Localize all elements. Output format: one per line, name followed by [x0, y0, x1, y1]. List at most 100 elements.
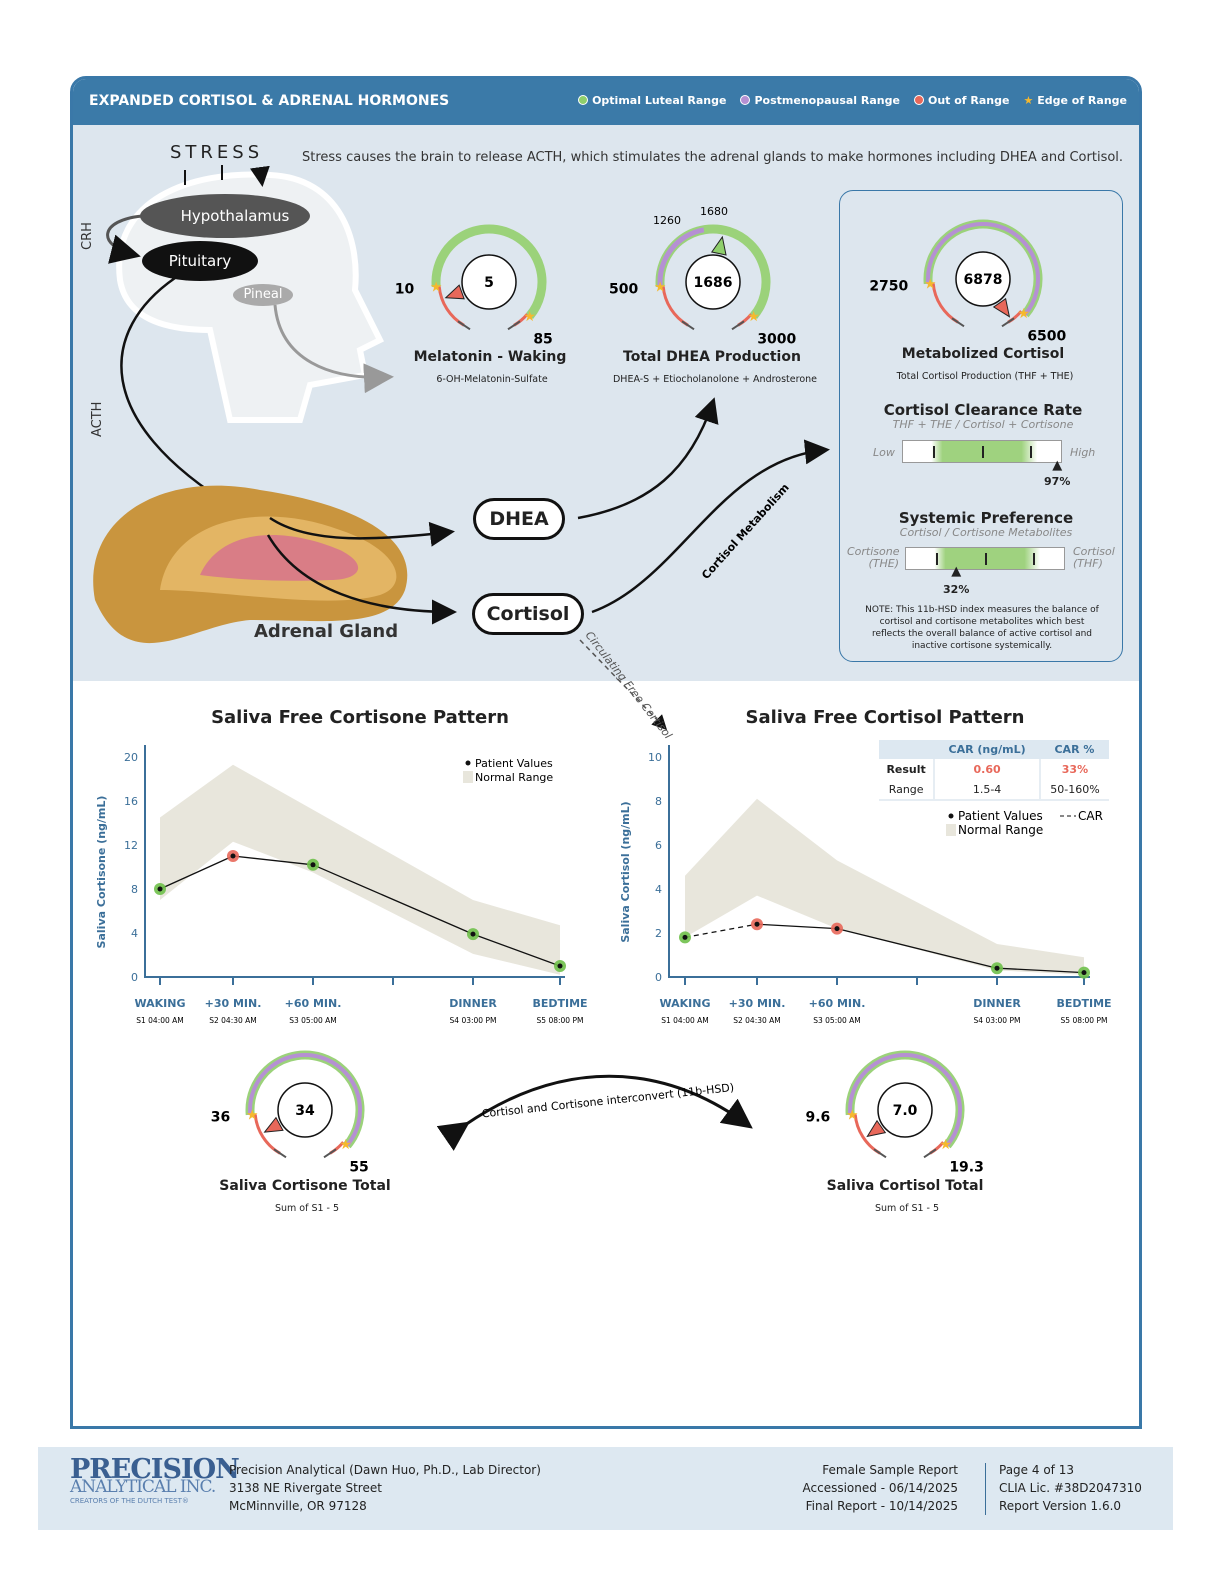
gauge-pointer-icon	[866, 1119, 887, 1138]
gauge-pointer-icon	[263, 1116, 284, 1133]
star-icon: ★	[747, 309, 760, 325]
intro-text: Stress causes the brain to release ACTH,…	[302, 150, 1124, 165]
x-time-label: S4 03:00 PM	[450, 1016, 497, 1025]
clearance-pointer-icon: ▲	[1052, 458, 1063, 473]
x-tick-label: +60 MIN.	[809, 997, 866, 1010]
melatonin-title: Melatonin - Waking	[413, 349, 567, 365]
cortisol-total-subtitle: Sum of S1 - 5	[874, 1203, 940, 1214]
systemic-title: Systemic Preference	[898, 509, 1074, 527]
stress-label: STRESS	[170, 142, 264, 163]
patient-line	[996, 967, 1085, 974]
svg-text:Cortisol and Cortisone interco: Cortisol and Cortisone interconvert (11b…	[481, 1081, 734, 1120]
systemic-left-label: Cortisone (THE)	[847, 545, 900, 570]
legend-normal: Normal Range	[958, 823, 1043, 837]
y-tick-label: 10	[648, 751, 662, 764]
dhea-subtitle: DHEA-S + Etiocholanolone + Androsterone	[612, 374, 818, 385]
patient-line	[836, 927, 998, 969]
star-icon: ★	[1023, 94, 1034, 107]
clearance-high-label: High	[1070, 446, 1096, 459]
gauge-high: 55	[349, 1160, 368, 1176]
y-axis-label: Saliva Cortisone (ng/mL)	[95, 796, 108, 949]
y-tick-label: 0	[131, 971, 138, 984]
cortisol-total-title: Saliva Cortisol Total	[826, 1178, 984, 1194]
x-tick-label: WAKING	[134, 997, 185, 1010]
gauge-low: 2750	[869, 279, 908, 295]
gauge-value: 6878	[964, 272, 1003, 288]
legend-normal: Normal Range	[475, 771, 553, 784]
x-time-label: S5 08:00 PM	[537, 1016, 584, 1025]
gauge-pointer-icon	[992, 297, 1011, 318]
cortisol-pill: Cortisol	[472, 593, 584, 635]
gauge-high: 3000	[757, 332, 796, 348]
gauge-value: 1686	[694, 275, 733, 291]
y-tick-label: 4	[131, 927, 138, 940]
x-time-label: S1 04:00 AM	[661, 1016, 709, 1025]
lab-address: Precision Analytical (Dawn Huo, Ph.D., L…	[229, 1463, 541, 1513]
hypothalamus-shape	[140, 194, 310, 238]
legend-edge: ★ Edge of Range	[1023, 94, 1127, 107]
y-tick-label: 2	[655, 927, 662, 940]
legend-patient: Patient Values	[475, 757, 553, 770]
patient-line	[756, 923, 838, 930]
star-icon: ★	[924, 277, 937, 293]
chart-1: 0 2 4 6 8 10 WAKING S1 04:00 AM +30 MIN. S2 04:30…	[619, 745, 1112, 1025]
clearance-subtitle: THF + THE / Cortisol + Cortisone	[892, 418, 1074, 431]
metabolized-gauge: ★ ★ 6878 2750 6500	[869, 219, 1067, 345]
y-tick-label: 16	[124, 795, 138, 808]
footer: PRECISION ANALYTICAL INC. CREATORS OF TH…	[38, 1447, 1173, 1530]
pituitary-shape	[142, 241, 258, 281]
hypothalamus-label: Hypothalamus	[180, 207, 290, 225]
cortisol-chart-title: Saliva Free Cortisol Pattern	[745, 707, 1025, 728]
star-icon: ★	[1017, 306, 1030, 322]
adrenal-label: Adrenal Gland	[254, 621, 399, 642]
gauge-low: 500	[609, 282, 638, 298]
y-tick-label: 8	[655, 795, 662, 808]
patient-line	[159, 855, 234, 890]
legend-postmenopausal: Postmenopausal Range	[740, 94, 900, 107]
cortisone_total-gauge: ★ ★ 34 36 55	[211, 1050, 369, 1176]
gauge-high: 85	[533, 332, 552, 348]
x-time-label: S4 03:00 PM	[974, 1016, 1021, 1025]
gauge-high: 19.3	[949, 1160, 984, 1176]
gauge-low: 36	[211, 1110, 230, 1126]
pineal-label: Pineal	[243, 287, 283, 302]
x-tick-label: +30 MIN.	[729, 997, 786, 1010]
section-header: EXPANDED CORTISOL & ADRENAL HORMONES Opt…	[73, 79, 1139, 125]
clearance-low-label: Low	[873, 446, 895, 459]
patient-line	[232, 855, 314, 866]
pituitary-label: Pituitary	[168, 252, 232, 270]
chart-0: 0 4 8 12 16 20 WAKING S1 04:00 AM +30 MIN. S2 04:…	[95, 745, 588, 1025]
x-tick-label: +60 MIN.	[285, 997, 342, 1010]
systemic-note: NOTE: This 11b-HSD index measures the ba…	[865, 605, 1099, 651]
legend-optimal: Optimal Luteal Range	[578, 94, 726, 107]
x-tick-label: BEDTIME	[1056, 997, 1111, 1010]
gauge-pm-high: 1680	[700, 205, 728, 218]
page-info: Page 4 of 13 CLIA Lic. #38D2047310 Report …	[999, 1463, 1142, 1513]
star-icon: ★	[430, 280, 443, 296]
cortisone-chart-title: Saliva Free Cortisone Pattern	[211, 707, 509, 728]
gauge-low: 10	[395, 282, 415, 298]
dhea-title: Total DHEA Production	[623, 349, 801, 365]
star-icon: ★	[939, 1137, 952, 1153]
metabolized-subtitle: Total Cortisol Production (THF + THE)	[896, 371, 1074, 382]
systemic-bar	[905, 547, 1065, 570]
y-tick-label: 12	[124, 839, 138, 852]
clearance-title: Cortisol Clearance Rate	[883, 401, 1083, 419]
dhea-pill: DHEA	[473, 498, 565, 540]
y-tick-label: 20	[124, 751, 138, 764]
x-tick-label: WAKING	[659, 997, 710, 1010]
gauge-low: 9.6	[805, 1110, 830, 1126]
y-axis-label: Saliva Cortisol (ng/mL)	[619, 801, 632, 942]
patient-line	[312, 864, 474, 935]
precision-logo: PRECISION ANALYTICAL INC. CREATORS OF TH…	[70, 1454, 240, 1505]
svg-text:Circulating Free Cortisol: Circulating Free Cortisol	[583, 629, 675, 742]
systemic-pointer-icon: ▲	[951, 564, 962, 579]
x-tick-label: DINNER	[973, 997, 1021, 1010]
melatonin-gauge: ★ ★ 5 10 85	[395, 224, 553, 348]
star-icon: ★	[523, 309, 536, 325]
systemic-value: 32%	[943, 583, 970, 596]
head-silhouette	[106, 165, 394, 511]
star-icon: ★	[654, 280, 667, 296]
gauge-high: 6500	[1027, 329, 1066, 345]
